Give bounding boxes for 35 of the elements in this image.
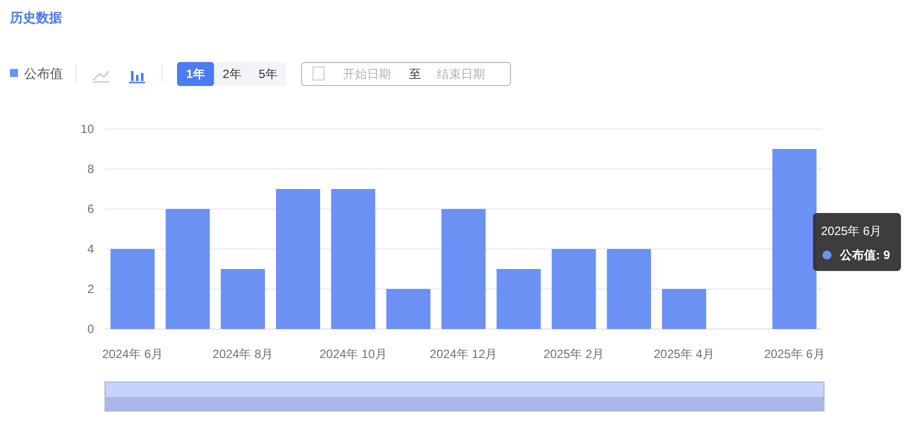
bar [772,149,816,329]
y-tick-label: 6 [87,202,94,216]
legend-label: 公布值 [24,66,63,81]
x-tick-label: 2024年 8月 [212,347,274,361]
bar [552,249,596,329]
text: 1年 [186,67,205,81]
bar [331,189,376,329]
text: 结束日期 [437,67,485,81]
bar [496,269,541,329]
y-tick-label: 4 [87,242,94,256]
y-tick-label: 10 [80,122,94,136]
bar [606,249,652,329]
text: 公布值: 9 [839,248,890,262]
bar [110,249,155,329]
bar [441,209,486,329]
text: 5年 [258,67,278,81]
x-tick-label: 2024年 6月 [102,347,163,361]
x-tick-label: 2025年 6月 [764,347,825,361]
x-tick-label: 2025年 2月 [543,347,604,361]
y-tick-label: 2 [87,282,94,296]
x-tick-label: 2025年 4月 [654,347,714,361]
annotation: 2025年 6月 [821,224,882,238]
text: 开始日期 [343,67,391,81]
bar [276,189,320,329]
chart-title: 历史数据 [9,10,62,25]
bar [220,269,265,329]
text: 2年 [222,67,242,81]
x-tick-label: 2024年 12月 [430,347,498,361]
text: 至 [409,67,421,81]
x-tick-label: 2024年 10月 [319,347,387,361]
y-tick-label: 8 [87,162,94,176]
bar [166,209,210,329]
bar [386,289,430,329]
bar [662,289,706,329]
y-tick-label: 0 [87,322,94,336]
